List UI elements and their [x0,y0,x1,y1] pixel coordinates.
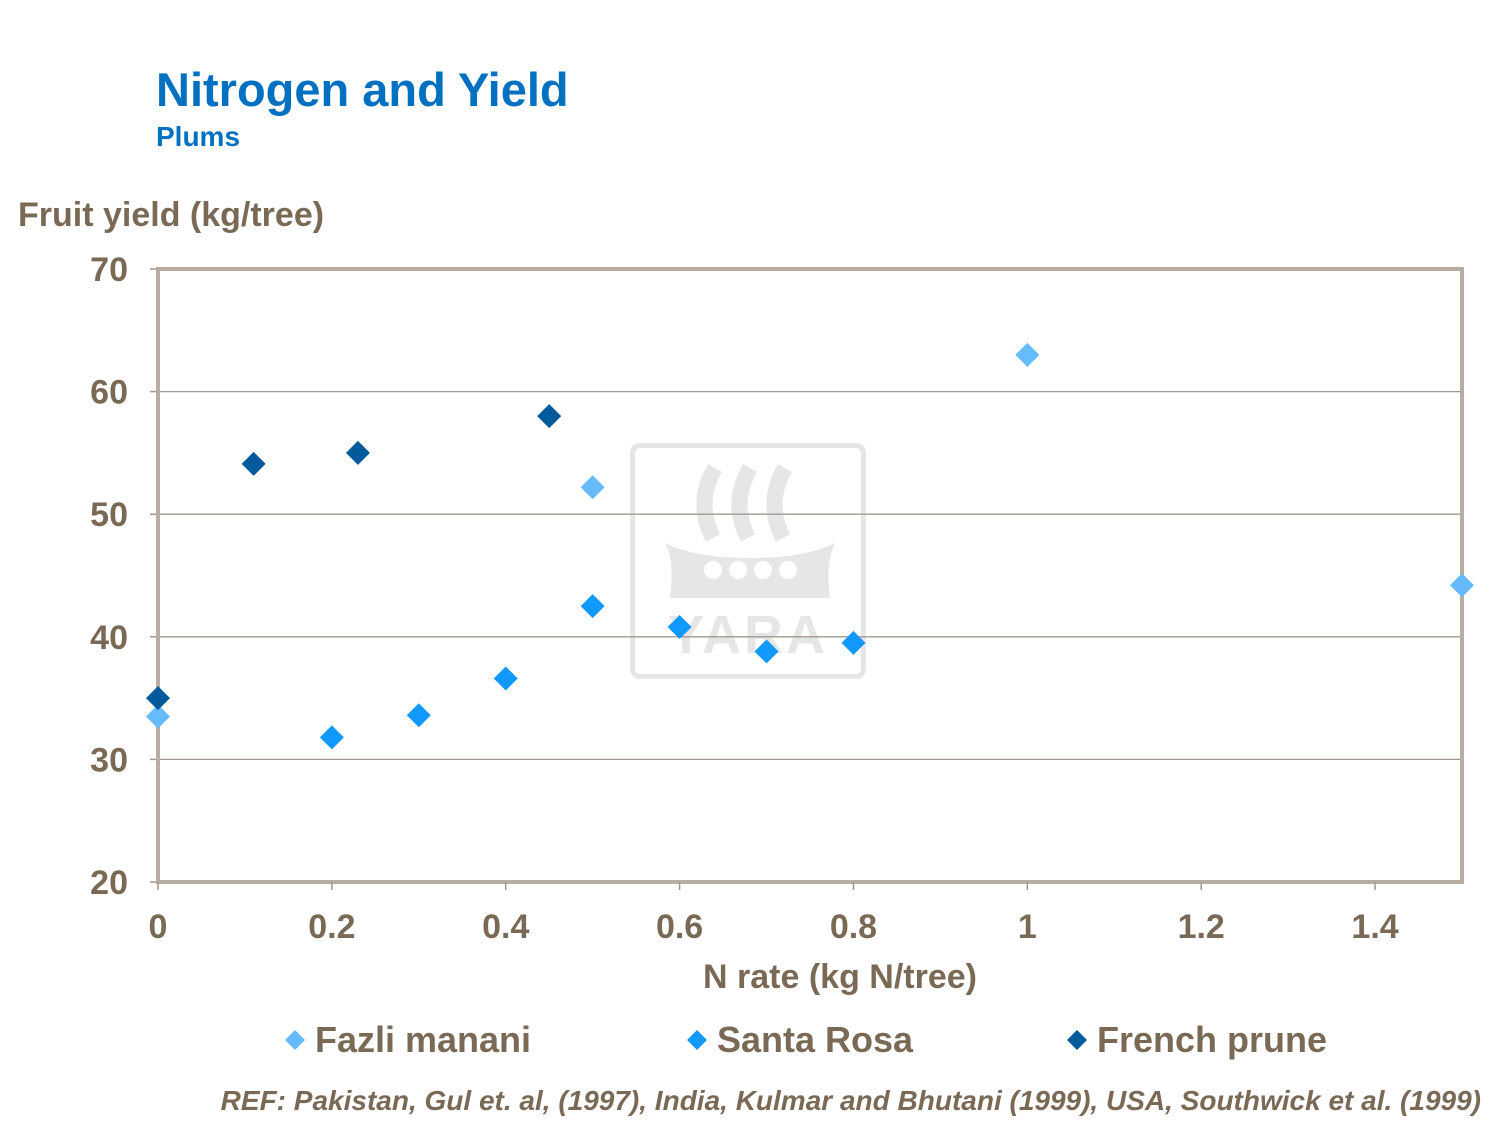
legend-marker-icon [285,1030,305,1050]
x-tick-label: 0.8 [830,908,877,946]
x-tick-label: 1.4 [1351,908,1398,946]
x-tick-label: 0.6 [656,908,703,946]
data-point-french-prune [146,686,170,711]
data-point-fazli-manani [1450,573,1474,598]
data-point-fazli-manani [1015,342,1040,367]
legend-entry: Santa Rosa [717,1019,914,1060]
legend-marker-icon [1067,1030,1087,1050]
data-point-french-prune [345,440,370,465]
reference-note: REF: Pakistan, Gul et. al, (1997), India… [220,1085,1481,1116]
data-point-french-prune [537,404,562,429]
x-tick-label: 0 [149,908,168,946]
chart-title: Nitrogen and Yield [156,63,569,116]
data-point-fazli-manani [580,475,605,500]
y-tick-label: 50 [90,496,128,534]
legend-entry: French prune [1097,1019,1327,1060]
plot-area-border [156,267,1464,884]
yara-ship-icon [665,464,835,598]
x-axis-label: N rate (kg N/tree) [703,958,977,996]
y-tick-label: 60 [90,374,128,412]
y-tick-label: 20 [90,864,128,902]
watermark-text: YARA [667,605,829,665]
chart-subtitle: Plums [156,121,241,152]
y-tick-label: 70 [90,251,128,289]
data-point-french-prune [241,451,266,476]
data-point-santa-rosa [754,639,779,664]
data-point-santa-rosa [493,666,518,691]
data-point-santa-rosa [319,725,344,750]
yara-watermark-logo: YARA [630,443,866,679]
y-axis-label: Fruit yield (kg/tree) [18,196,325,234]
data-point-santa-rosa [841,630,866,655]
data-point-santa-rosa [406,703,431,728]
y-tick-label: 30 [90,741,128,779]
x-tick-label: 0.2 [308,908,355,946]
legend-entry: Fazli manani [315,1019,531,1060]
legend-marker-icon [687,1030,707,1050]
data-point-santa-rosa [667,614,692,639]
x-tick-label: 1.2 [1178,908,1225,946]
data-point-santa-rosa [580,594,605,619]
x-tick-label: 1 [1018,908,1037,946]
data-point-fazli-manani [146,704,170,729]
x-tick-label: 0.4 [482,908,529,946]
y-tick-label: 40 [90,619,128,657]
